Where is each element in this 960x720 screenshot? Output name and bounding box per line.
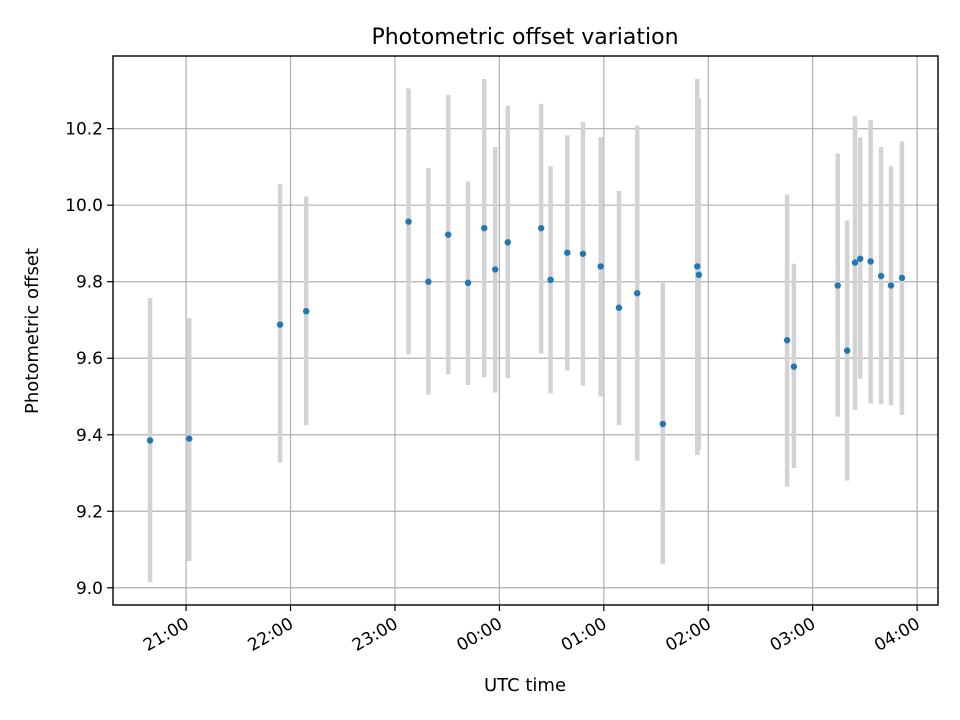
data-point — [564, 249, 571, 256]
data-point — [659, 420, 667, 428]
y-tick-label: 9.0 — [76, 579, 103, 599]
x-tick-label: 04:00 — [871, 614, 923, 656]
y-tick-label: 10.0 — [65, 196, 103, 216]
y-tick-label: 9.6 — [76, 349, 103, 369]
errorbar-layer — [147, 78, 905, 583]
x-tick-label: 21:00 — [140, 614, 192, 656]
data-point — [783, 337, 791, 344]
point-layer — [146, 218, 906, 444]
data-point — [579, 250, 587, 257]
data-point — [877, 272, 885, 280]
data-point — [790, 363, 798, 370]
data-point — [547, 276, 554, 284]
data-point — [634, 289, 641, 297]
data-point — [867, 258, 874, 265]
data-point — [405, 218, 412, 225]
x-tick-label: 01:00 — [558, 614, 610, 656]
data-point — [276, 321, 284, 328]
y-tick-label: 9.4 — [76, 426, 103, 446]
chart-title: Photometric offset variation — [371, 25, 678, 50]
data-point — [302, 307, 310, 315]
plot-frame — [112, 55, 939, 606]
data-point — [445, 231, 452, 238]
x-tick-label: 22:00 — [245, 614, 297, 656]
data-point — [695, 271, 703, 279]
data-point — [843, 347, 851, 354]
data-point — [186, 435, 193, 442]
data-point — [597, 263, 604, 270]
x-tick-label: 23:00 — [349, 614, 401, 656]
data-point — [694, 263, 701, 270]
data-point — [856, 255, 864, 262]
x-tick-label: 00:00 — [453, 614, 505, 656]
grid-layer — [113, 56, 938, 605]
data-point — [537, 224, 545, 232]
data-point — [898, 274, 906, 282]
data-point — [425, 278, 432, 285]
y-axis-label: Photometric offset — [22, 248, 43, 414]
data-point — [851, 259, 859, 266]
y-tick-label: 9.2 — [76, 502, 103, 522]
x-tick-label: 03:00 — [767, 614, 819, 656]
data-point — [504, 239, 511, 246]
data-point — [146, 437, 154, 444]
data-point — [464, 279, 472, 287]
data-point — [615, 304, 623, 311]
data-point — [887, 282, 895, 289]
data-point — [492, 266, 499, 273]
y-tick-label: 10.2 — [65, 120, 103, 140]
x-axis-label: UTC time — [484, 675, 566, 696]
x-tick-label: 02:00 — [662, 614, 714, 656]
data-point — [834, 282, 841, 289]
data-point — [481, 224, 488, 232]
y-tick-label: 9.8 — [76, 273, 103, 293]
